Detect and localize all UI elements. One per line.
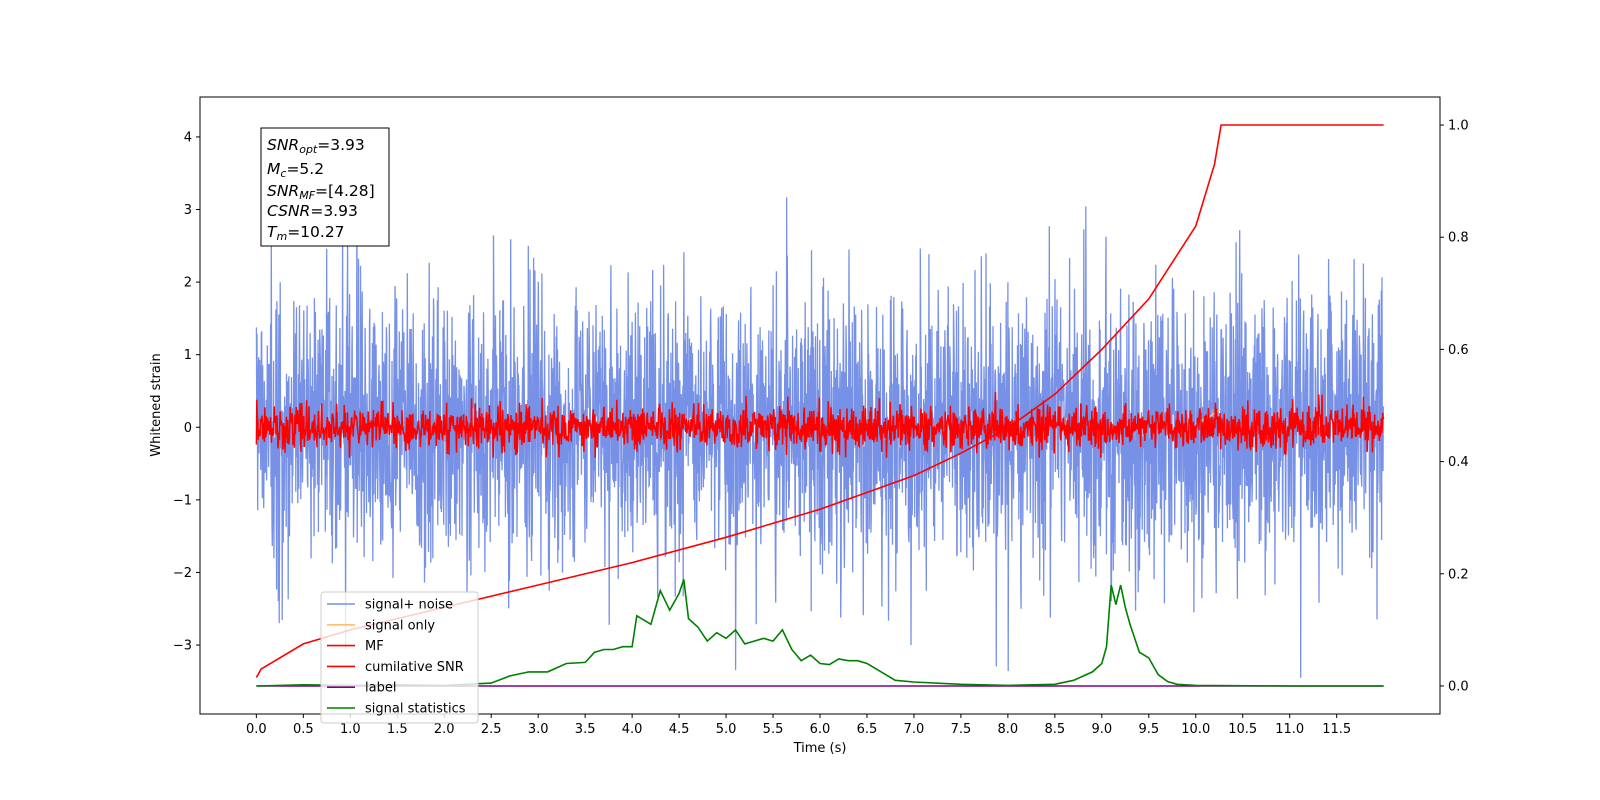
y-tick-label: −2 xyxy=(173,566,192,581)
y2-tick-label: 0.6 xyxy=(1448,343,1469,358)
y2-tick-label: 0.2 xyxy=(1448,567,1469,582)
annotation-snr-opt: SNRopt=3.93 xyxy=(267,136,365,156)
x-tick-label: 5.0 xyxy=(716,722,737,737)
x-tick-label: 7.5 xyxy=(951,722,972,737)
y-tick-label: 1 xyxy=(184,348,192,363)
x-tick-label: 8.5 xyxy=(1045,722,1066,737)
x-tick-label: 10.0 xyxy=(1181,722,1210,737)
x-tick-label: 4.5 xyxy=(669,722,690,737)
x-tick-label: 11.0 xyxy=(1275,722,1304,737)
annotation-snr-mf-value: =[4.28] xyxy=(315,182,375,200)
x-tick-label: 9.0 xyxy=(1091,722,1112,737)
annotation-snr-opt-main: SNR xyxy=(267,136,299,154)
x-tick-label: 2.5 xyxy=(481,722,502,737)
annotation-tm: Tm=10.27 xyxy=(267,223,345,243)
y-tick-label: 2 xyxy=(184,276,192,291)
legend-label: signal only xyxy=(365,618,435,633)
annotation-mc-sub: c xyxy=(280,167,286,180)
x-axis: 0.0 0.5 1.0 1.5 2.0 2.5 3.0 3.5 4.0 4.5 5.0 5.5 6.0 6… xyxy=(246,714,1351,737)
y-tick-label: 3 xyxy=(184,203,192,218)
x-axis-label: Time (s) xyxy=(793,741,847,756)
y-tick-label: −1 xyxy=(173,493,192,508)
legend-frame xyxy=(320,591,479,724)
annotation-tm-value: =10.27 xyxy=(287,223,344,241)
x-tick-label: 8.0 xyxy=(998,722,1019,737)
annotation-box: SNRopt=3.93 Mc=5.2 SNRMF=[4.28] CSNR=3.9… xyxy=(260,127,390,247)
y-tick-label: 0 xyxy=(184,421,192,436)
x-tick-label: 10.5 xyxy=(1228,722,1257,737)
annotation-snr-mf: SNRMF=[4.28] xyxy=(267,182,375,202)
legend-label: MF xyxy=(365,639,384,654)
annotation-mc-value: =5.2 xyxy=(286,160,324,178)
legend: signal+ noise signal only MF cumilative SNR… xyxy=(320,591,479,724)
series-mf-line xyxy=(255,391,1385,458)
annotation-tm-sub: m xyxy=(276,230,287,243)
y-axis-left: −3 −2 −1 0 1 2 3 4 xyxy=(173,130,200,654)
legend-label: signal statistics xyxy=(365,702,466,717)
y2-tick-label: 0.8 xyxy=(1448,231,1469,246)
x-tick-label: 0.5 xyxy=(293,722,314,737)
x-tick-label: 9.5 xyxy=(1138,722,1159,737)
x-tick-label: 4.0 xyxy=(622,722,643,737)
series-signal-noise-line xyxy=(255,152,1385,678)
y2-tick-label: 0.4 xyxy=(1448,455,1469,470)
x-tick-label: 11.5 xyxy=(1322,722,1351,737)
annotation-csnr-main: CSNR xyxy=(267,202,310,220)
annotation-snr-mf-sub: MF xyxy=(299,189,315,202)
x-tick-label: 3.5 xyxy=(575,722,596,737)
annotation-snr-mf-main: SNR xyxy=(267,182,299,200)
annotation-tm-main: T xyxy=(267,223,278,241)
y-tick-label: −3 xyxy=(173,639,192,654)
annotation-snr-opt-value: =3.93 xyxy=(317,136,365,154)
x-tick-label: 6.5 xyxy=(857,722,878,737)
x-tick-label: 5.5 xyxy=(763,722,784,737)
y2-tick-label: 1.0 xyxy=(1448,119,1469,134)
annotation-csnr: CSNR=3.93 xyxy=(267,202,358,220)
legend-label: label xyxy=(365,681,396,696)
annotation-mc-main: M xyxy=(267,160,280,178)
x-tick-label: 2.0 xyxy=(434,722,455,737)
x-tick-label: 1.0 xyxy=(340,722,361,737)
annotation-csnr-value: =3.93 xyxy=(310,202,358,220)
x-tick-label: 3.0 xyxy=(528,722,549,737)
annotation-snr-opt-sub: opt xyxy=(299,143,318,156)
x-tick-label: 6.0 xyxy=(810,722,831,737)
x-tick-label: 1.5 xyxy=(387,722,408,737)
legend-label: signal+ noise xyxy=(365,598,453,613)
annotation-frame xyxy=(260,127,390,247)
x-tick-label: 0.0 xyxy=(246,722,267,737)
y-tick-label: 4 xyxy=(184,130,192,145)
legend-label: cumilative SNR xyxy=(365,660,464,675)
annotation-mc: Mc=5.2 xyxy=(267,160,324,180)
x-tick-label: 7.0 xyxy=(904,722,925,737)
y-axis-right: 0.0 0.2 0.4 0.6 0.8 1.0 xyxy=(1440,119,1469,694)
y-axis-label: Whitened strain xyxy=(149,353,164,456)
series-signal-statistics-line xyxy=(256,579,1384,687)
y2-tick-label: 0.0 xyxy=(1448,679,1469,694)
